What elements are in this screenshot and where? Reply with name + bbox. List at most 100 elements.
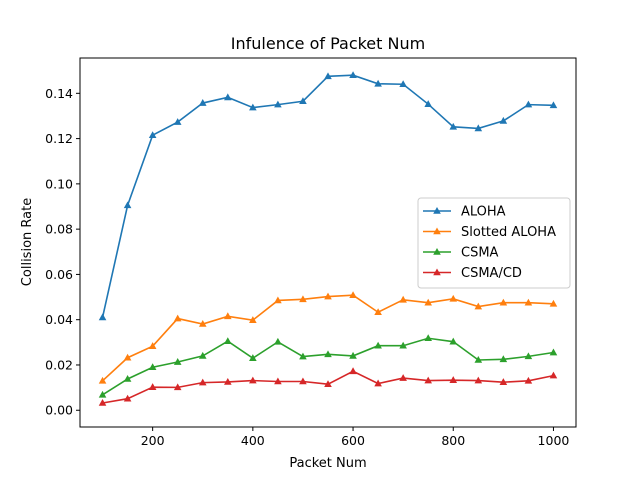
y-tick-label: 0.08 [45, 222, 73, 237]
data-point-csma [148, 363, 157, 371]
series-slotted-aloha [98, 291, 558, 384]
x-tick-label: 600 [341, 433, 365, 448]
data-point-csma [98, 390, 107, 398]
data-point-csma-cd [549, 371, 558, 379]
data-point-slotted-aloha [399, 295, 407, 303]
data-point-csma [424, 334, 433, 342]
data-point-slotted-aloha [449, 294, 458, 302]
data-point-csma [549, 348, 558, 356]
x-tick-label: 800 [441, 433, 465, 448]
data-point-aloha [499, 116, 508, 124]
data-point-csma [198, 351, 207, 359]
data-point-aloha [123, 201, 132, 209]
data-point-csma [249, 354, 257, 361]
data-point-slotted-aloha [274, 296, 282, 304]
x-tick-label: 1000 [538, 433, 570, 448]
legend-box [417, 197, 571, 289]
data-point-csma-cd [173, 383, 182, 391]
data-point-csma-cd [424, 376, 433, 384]
legend-label: CSMA [461, 246, 499, 261]
data-point-aloha [524, 100, 533, 108]
data-point-csma-cd [299, 377, 307, 385]
data-point-slotted-aloha [474, 302, 483, 310]
series-csma-cd [98, 367, 558, 406]
legend-swatch-marker [433, 207, 441, 214]
y-axis: 0.00 0.02 0.04 0.06 0.08 0.10 0.12 0.14 [45, 86, 80, 418]
data-point-csma-cd [198, 378, 207, 386]
y-axis-label: Collision Rate [20, 198, 35, 286]
data-point-csma-cd [399, 374, 407, 381]
x-axis: 200 400 600 800 1000 [141, 427, 570, 448]
y-tick-label: 0.04 [45, 312, 73, 327]
y-tick-label: 0.14 [45, 86, 73, 101]
data-point-aloha [148, 131, 157, 138]
x-tick-label: 400 [241, 433, 265, 448]
data-point-aloha [198, 99, 207, 106]
x-tick-label: 200 [141, 433, 165, 448]
data-point-csma-cd [324, 380, 332, 388]
data-point-aloha [299, 97, 307, 105]
data-point-slotted-aloha [299, 295, 307, 303]
data-point-aloha [324, 72, 332, 80]
data-point-aloha [173, 118, 182, 125]
legend-label: CSMA/CD [461, 266, 522, 281]
data-point-aloha [549, 101, 558, 109]
data-point-aloha [399, 80, 407, 88]
legend-item: CSMA [423, 246, 499, 261]
data-point-slotted-aloha [374, 308, 382, 316]
data-point-csma [499, 355, 508, 363]
data-point-csma [173, 358, 182, 365]
legend: ALOHA Slotted ALOHA CSMA CSMA/CD [417, 197, 571, 289]
y-tick-label: 0.10 [45, 176, 73, 191]
legend-item: CSMA/CD [423, 266, 522, 281]
data-point-aloha [249, 103, 257, 111]
data-point-csma-cd [123, 394, 132, 402]
data-point-slotted-aloha [223, 312, 232, 320]
data-point-slotted-aloha [198, 319, 207, 327]
legend-item: ALOHA [423, 205, 506, 220]
y-tick-label: 0.02 [45, 357, 73, 372]
data-point-slotted-aloha [249, 316, 257, 323]
data-point-csma-cd [374, 379, 382, 387]
data-point-slotted-aloha [499, 298, 508, 306]
data-point-slotted-aloha [549, 299, 558, 307]
data-point-aloha [98, 313, 107, 321]
series-aloha [98, 71, 558, 321]
data-point-csma [223, 337, 232, 345]
data-point-aloha [274, 100, 282, 108]
data-point-aloha [349, 71, 357, 79]
data-point-csma-cd [474, 376, 483, 384]
data-point-csma-cd [249, 376, 257, 384]
data-point-csma [324, 350, 332, 358]
data-point-slotted-aloha [148, 342, 157, 349]
data-point-csma-cd [274, 377, 282, 385]
data-point-aloha [424, 100, 433, 107]
legend-swatch-marker [433, 268, 441, 276]
y-tick-label: 0.00 [45, 403, 73, 418]
data-point-aloha [474, 124, 483, 132]
data-point-csma [449, 337, 458, 345]
legend-item: Slotted ALOHA [423, 225, 556, 240]
data-point-csma [123, 375, 132, 382]
data-point-csma [374, 341, 382, 349]
data-point-slotted-aloha [123, 353, 132, 361]
data-point-slotted-aloha [98, 376, 107, 384]
data-point-csma-cd [449, 376, 458, 383]
x-axis-label: Packet Num [289, 456, 366, 471]
data-point-csma-cd [223, 377, 232, 385]
data-point-csma [274, 337, 282, 345]
data-point-csma [524, 352, 533, 360]
data-point-slotted-aloha [424, 298, 433, 306]
legend-label: ALOHA [461, 205, 506, 220]
series-layer [98, 71, 558, 406]
legend-swatch-marker [433, 248, 441, 255]
data-point-aloha [374, 79, 382, 87]
data-point-slotted-aloha [349, 291, 357, 299]
data-point-csma-cd [499, 378, 508, 385]
data-point-csma-cd [98, 399, 107, 406]
data-point-aloha [449, 122, 458, 130]
data-point-slotted-aloha [324, 292, 332, 300]
data-point-csma [299, 352, 307, 360]
data-point-slotted-aloha [524, 298, 533, 306]
